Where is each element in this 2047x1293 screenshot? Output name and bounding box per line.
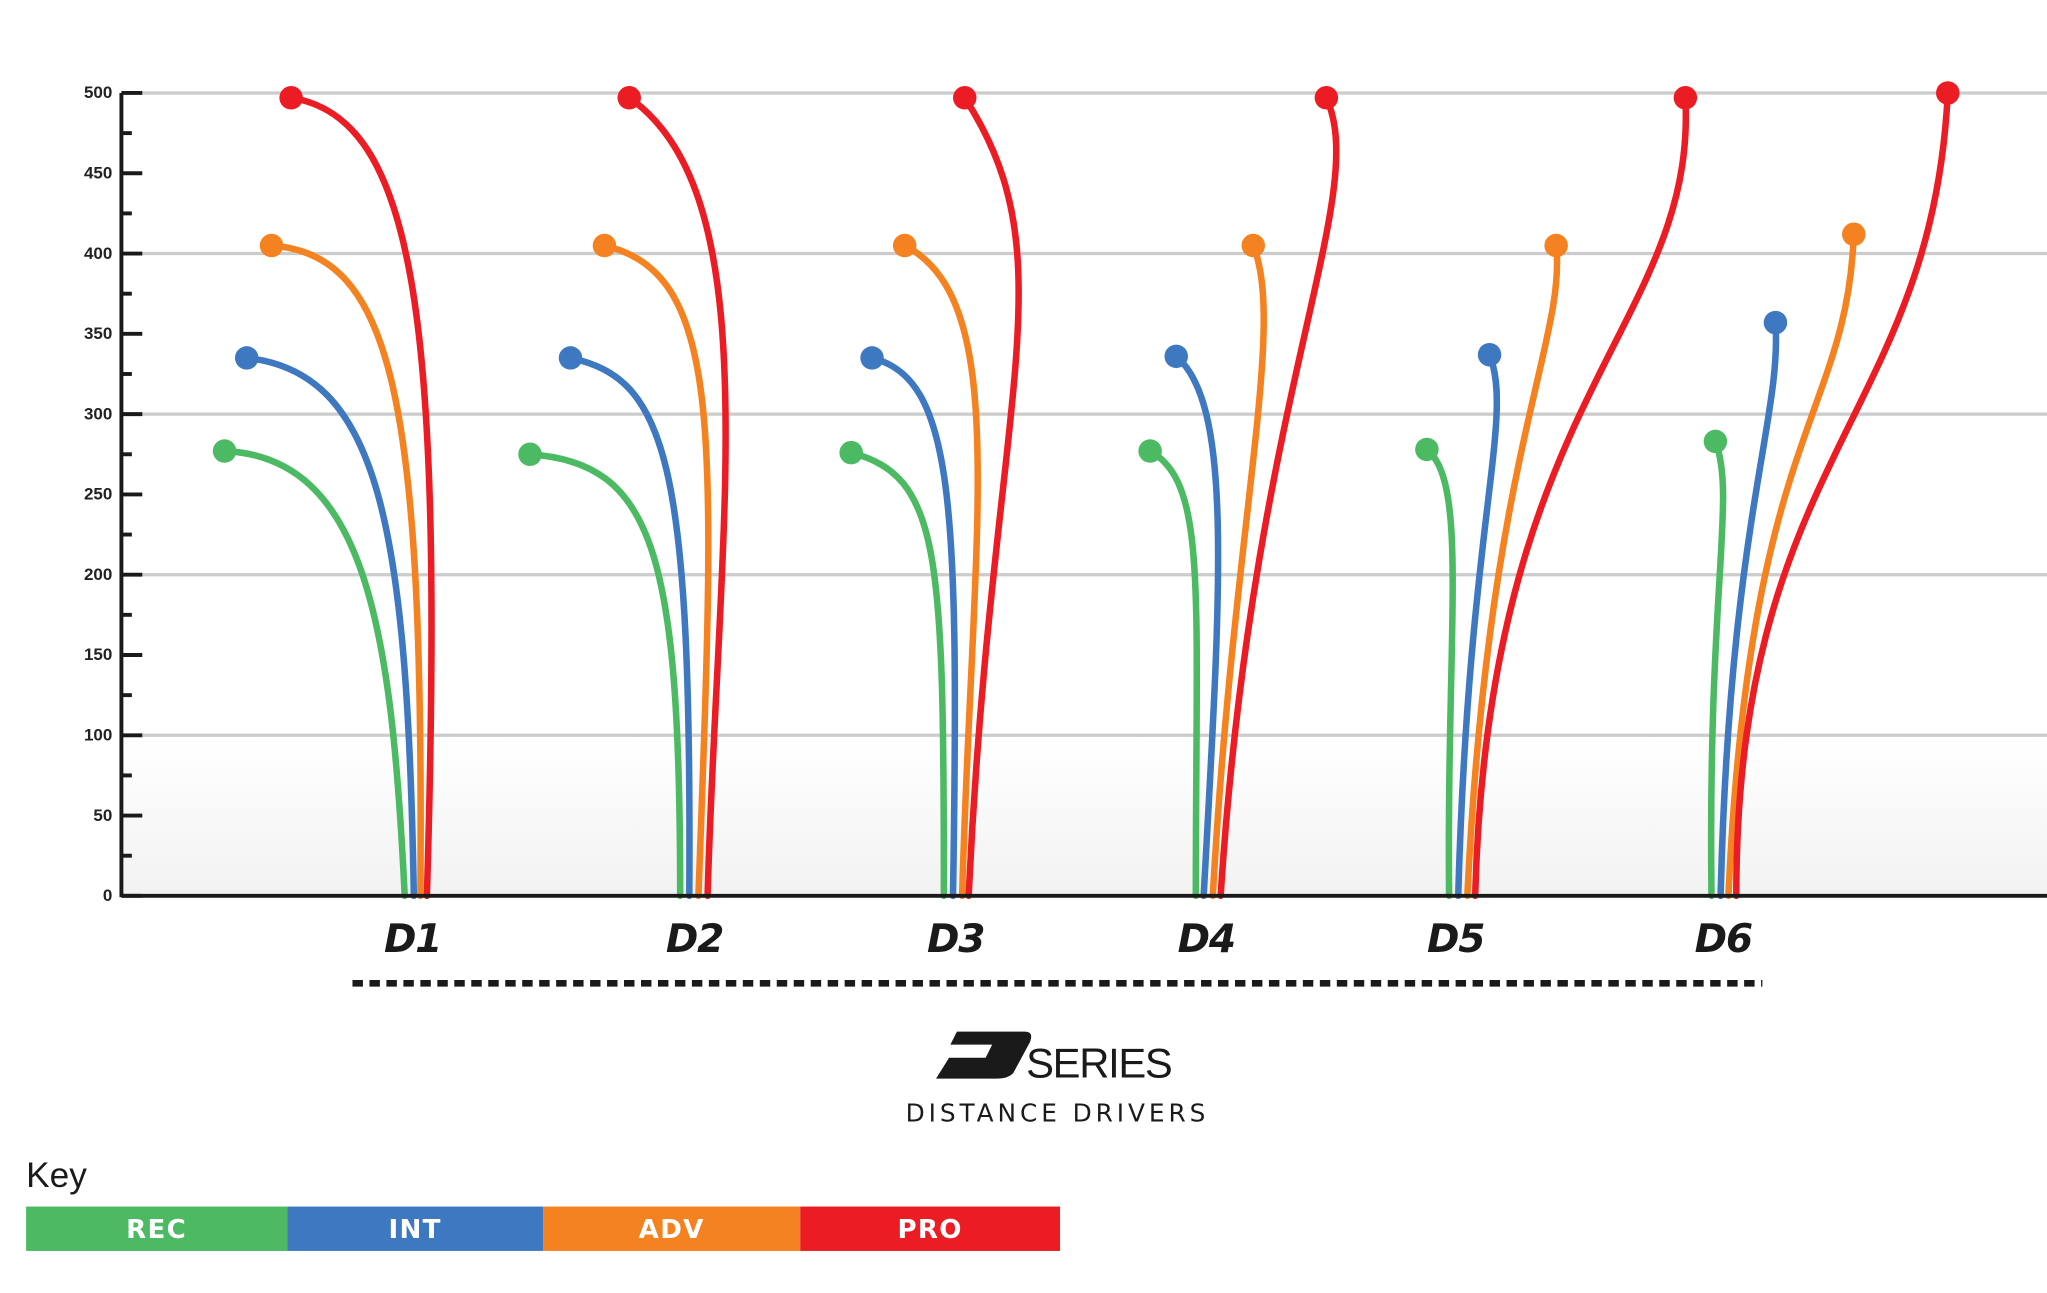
disc-label-d5: D5 (1427, 917, 1484, 962)
endpoint-d1-rec (212, 439, 237, 463)
flight-path-d2-rec (526, 451, 684, 900)
flight-path-d1-rec (221, 447, 408, 900)
legend-label-adv: ADV (639, 1215, 705, 1245)
endpoint-d5-int (1477, 342, 1502, 367)
y-tick-label: 450 (84, 163, 112, 182)
flight-path-d6-adv (1725, 231, 1858, 900)
flight-path-d6-rec (1707, 438, 1727, 900)
legend-label-int: INT (389, 1215, 442, 1245)
y-tick-label: 100 (84, 725, 112, 744)
gridlines (121, 91, 2047, 737)
endpoint-d6-pro (1936, 81, 1960, 105)
endpoint-d3-int (860, 346, 884, 370)
y-tick-label: 150 (84, 645, 112, 664)
flight-path-d4-adv (1209, 242, 1267, 900)
endpoint-d6-adv (1842, 222, 1866, 247)
d-logo-mark (936, 1031, 1032, 1079)
y-axis: 0 50 100 150 200 250 300 350 400 450 500 (84, 83, 143, 905)
y-tick-label: 200 (84, 565, 112, 584)
disc-label-d6: D6 (1695, 917, 1752, 962)
endpoint-d4-pro (1314, 86, 1339, 110)
endpoint-d2-int (558, 346, 583, 370)
disc-label-d1: D1 (384, 917, 441, 962)
disc-labels: D1 D2 D3 D4 D5 D6 (384, 917, 1753, 962)
flight-path-d3-rec (847, 449, 948, 900)
endpoint-d4-int (1164, 344, 1188, 369)
endpoint-d1-int (234, 346, 259, 370)
endpoint-d2-rec (518, 442, 542, 467)
legend-swatch-adv (543, 1206, 801, 1251)
legend-swatch-rec (26, 1206, 288, 1251)
endpoint-d4-adv (1241, 233, 1266, 258)
legend-swatch-pro (800, 1206, 1061, 1251)
flight-path-d1-pro (287, 94, 435, 900)
endpoint-d3-pro (953, 86, 977, 110)
flight-path-d2-adv (601, 242, 712, 900)
endpoint-d6-rec (1703, 429, 1728, 454)
y-tick-label: 500 (84, 83, 112, 102)
y-tick-label: 400 (84, 244, 112, 263)
flight-path-d5-rec (1423, 446, 1456, 900)
legend: REC INT ADV PRO (26, 1206, 1061, 1251)
chart-subtitle: DISTANCE DRIVERS (906, 1099, 1210, 1128)
legend-label-rec: REC (126, 1215, 187, 1245)
flight-path-d5-adv (1464, 242, 1561, 900)
endpoint-d2-adv (592, 233, 617, 258)
endpoint-d6-int (1763, 310, 1788, 335)
y-tick-label: 0 (103, 886, 112, 905)
y-tick-label: 350 (84, 324, 112, 343)
flight-path-d5-pro (1471, 94, 1690, 900)
legend-label-pro: PRO (897, 1215, 962, 1245)
flight-path-d1-adv (268, 242, 424, 900)
disc-label-d2: D2 (666, 917, 723, 962)
flight-path-d2-pro (625, 94, 729, 900)
y-tick-label: 250 (84, 485, 112, 504)
endpoint-d3-adv (892, 233, 917, 258)
chart-title: SERIES (1026, 1039, 1171, 1086)
disc-label-d4: D4 (1178, 917, 1235, 962)
series-logo: SERIES (936, 1031, 1173, 1086)
y-tick-label: 300 (84, 404, 112, 423)
flight-paths (212, 81, 1960, 900)
flight-path-d3-int (868, 354, 959, 900)
endpoint-d1-pro (279, 86, 303, 110)
flight-path-d2-int (567, 354, 693, 900)
flight-path-d4-rec (1146, 447, 1201, 900)
flight-path-d4-int (1172, 353, 1222, 900)
endpoint-d4-rec (1138, 439, 1162, 463)
disc-label-d3: D3 (927, 917, 984, 962)
flight-path-d6-pro (1733, 89, 1952, 900)
endpoint-d2-pro (617, 86, 641, 110)
endpoint-d3-rec (839, 440, 863, 465)
legend-title: Key (26, 1156, 87, 1195)
endpoint-d5-adv (1544, 233, 1568, 258)
endpoint-d5-pro (1673, 86, 1698, 110)
flight-path-d5-int (1454, 351, 1501, 900)
legend-swatch-int (287, 1206, 544, 1251)
flight-path-d4-pro (1217, 94, 1340, 900)
y-tick-label: 50 (93, 806, 112, 825)
flight-path-d1-int (243, 354, 418, 900)
endpoint-d5-rec (1415, 437, 1439, 462)
endpoint-d1-adv (259, 233, 284, 258)
flight-path-d3-pro (961, 94, 1022, 900)
flight-path-d6-int (1717, 319, 1780, 900)
flight-path-d3-adv (901, 242, 981, 900)
